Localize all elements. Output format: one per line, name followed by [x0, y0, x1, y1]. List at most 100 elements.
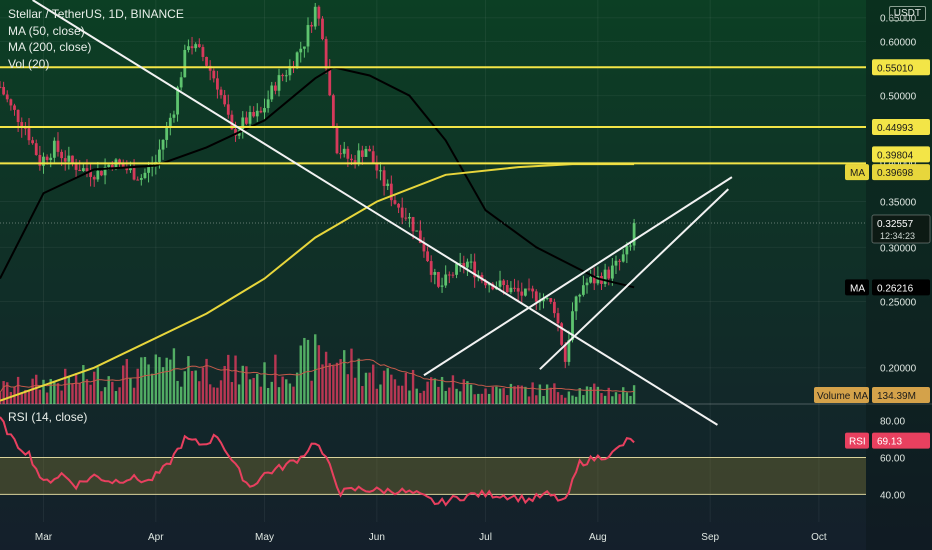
- candle-body: [516, 288, 520, 292]
- volume-bar: [375, 388, 379, 404]
- candle-body: [364, 148, 368, 157]
- volume-bar: [60, 390, 63, 404]
- ma50-legend[interactable]: MA (50, close): [8, 23, 85, 38]
- volume-bar: [564, 397, 567, 404]
- date-tick-label: Apr: [148, 532, 164, 543]
- candle-body: [389, 183, 393, 201]
- trendline[interactable]: [539, 188, 730, 370]
- date-tick-label: Jun: [369, 532, 385, 543]
- volume-bar: [480, 393, 484, 404]
- volume-bar: [553, 383, 556, 404]
- candle-body: [42, 156, 45, 166]
- candle-body: [132, 168, 136, 180]
- rsi-band: [0, 457, 866, 495]
- candle-body: [603, 269, 607, 284]
- ma200-legend[interactable]: MA (200, close): [8, 40, 92, 54]
- trendlines[interactable]: [32, 0, 733, 426]
- volume-bar: [190, 370, 194, 404]
- candle-body: [100, 170, 103, 176]
- volume-bar: [85, 379, 89, 404]
- rsi-legend[interactable]: RSI (14, close): [8, 410, 88, 424]
- volume-bar: [121, 365, 125, 404]
- candle-body: [306, 25, 310, 47]
- candle-body: [563, 344, 567, 362]
- volume-bar: [321, 364, 324, 404]
- candle-body: [556, 313, 560, 324]
- candle-body: [92, 176, 96, 180]
- candle-body: [49, 157, 53, 161]
- volume-bar: [118, 387, 121, 404]
- candle-body: [252, 112, 256, 117]
- candle-body: [118, 159, 121, 164]
- volume-bar: [382, 370, 386, 404]
- candle-body: [552, 301, 556, 314]
- volume-bar: [520, 385, 523, 404]
- candle-body: [5, 94, 9, 100]
- volume-bar: [607, 387, 610, 404]
- horizontal-levels[interactable]: [0, 66, 866, 224]
- candle-body: [103, 166, 107, 176]
- candle-body: [375, 162, 379, 171]
- candle-body: [248, 112, 252, 124]
- candle-body: [440, 285, 444, 287]
- symbol-title[interactable]: Stellar / TetherUS, 1D, BINANCE: [8, 7, 184, 21]
- price-label-box: [872, 118, 930, 135]
- candle-body: [255, 110, 259, 117]
- candle-body: [382, 170, 386, 187]
- rsi-line: [0, 416, 635, 507]
- volume-bar: [0, 392, 2, 404]
- candle-body: [574, 296, 578, 312]
- volume-bar: [535, 395, 538, 404]
- volume-bar: [292, 386, 295, 404]
- volume-bar: [147, 364, 150, 404]
- volume-bar: [310, 380, 313, 404]
- candle-body: [469, 261, 473, 263]
- volume-bar: [89, 384, 92, 404]
- volume-bar: [368, 372, 371, 404]
- volume-bar: [56, 383, 60, 404]
- candle-body: [226, 104, 230, 115]
- price-label-box: [872, 146, 930, 163]
- volume-bar: [150, 373, 154, 404]
- volume-bar: [285, 379, 288, 404]
- volume-bar: [600, 393, 603, 404]
- volume-bar: [448, 387, 451, 404]
- volume-legend[interactable]: Vol (20): [8, 56, 50, 71]
- volume-bars: [0, 334, 636, 404]
- candle-body: [447, 274, 451, 276]
- volume-bar: [74, 373, 78, 404]
- candle-body: [71, 155, 74, 163]
- volume-bar: [132, 387, 136, 404]
- candle-body: [589, 277, 593, 283]
- candle-body: [531, 288, 535, 292]
- candle-body: [266, 99, 270, 109]
- candle-body: [520, 291, 524, 296]
- candle-body: [625, 246, 629, 255]
- volume-bar: [223, 365, 226, 404]
- volume-bar: [78, 383, 81, 404]
- currency-unit-button[interactable]: USDT: [888, 6, 926, 21]
- trendline[interactable]: [423, 176, 733, 377]
- volume-bar: [484, 388, 487, 404]
- volume-bar: [111, 381, 114, 404]
- candle-body: [85, 168, 89, 172]
- candle-body: [63, 158, 67, 162]
- candle-body: [324, 39, 328, 69]
- candle-body: [56, 140, 60, 152]
- price-tag-box: [845, 279, 869, 296]
- volume-bar: [165, 357, 168, 404]
- candle-body: [487, 283, 491, 286]
- candle-body: [379, 170, 382, 172]
- candle-body: [136, 179, 140, 181]
- volume-bar: [542, 396, 545, 404]
- volume-bar: [437, 386, 440, 404]
- candle-body: [393, 200, 397, 204]
- trendline[interactable]: [32, 0, 718, 426]
- candle-body: [9, 99, 13, 106]
- price-label-text: 0.55010: [877, 63, 914, 74]
- rsi-tick-label: 40.00: [880, 490, 905, 501]
- candle-body: [426, 251, 429, 262]
- candle-body: [415, 230, 419, 232]
